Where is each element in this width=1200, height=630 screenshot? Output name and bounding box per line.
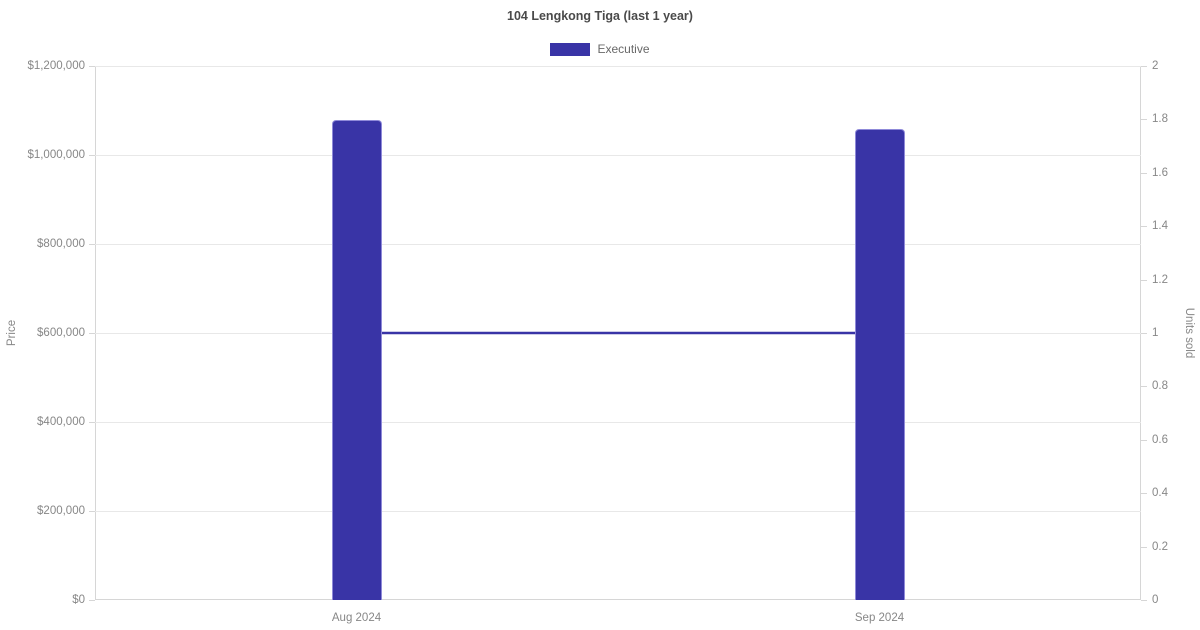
left-tick-mark bbox=[89, 244, 95, 245]
left-tick-mark bbox=[89, 422, 95, 423]
xtick-label-aug-2024: Aug 2024 bbox=[331, 612, 382, 624]
left-axis-title: Price bbox=[6, 319, 18, 347]
plot-area: $1,200,000 $1,000,000 $800,000 $600,000 $400… bbox=[27, 60, 1168, 624]
right-tick-mark bbox=[1141, 279, 1147, 281]
gridline bbox=[95, 66, 1141, 67]
right-tick-mark bbox=[1141, 172, 1147, 174]
right-ytick-label: 0.8 bbox=[1152, 380, 1168, 393]
left-ytick-label: $1,000,000 bbox=[27, 149, 85, 161]
right-ytick-label: 0.2 bbox=[1152, 540, 1168, 553]
right-ytick-label: 1.8 bbox=[1152, 113, 1168, 126]
left-ytick-label: $0 bbox=[72, 594, 85, 606]
right-ytick-label: 0 bbox=[1152, 594, 1159, 606]
xtick-label-sep-2024: Sep 2024 bbox=[854, 612, 905, 624]
left-tick-mark bbox=[89, 333, 95, 334]
bar-aug-2024[interactable] bbox=[331, 120, 382, 600]
right-tick-mark bbox=[1141, 493, 1147, 495]
right-tick-mark bbox=[1141, 333, 1147, 334]
gridline bbox=[95, 511, 1141, 512]
right-tick-mark bbox=[1141, 119, 1147, 121]
right-tick-mark bbox=[1141, 386, 1147, 388]
right-tick-mark bbox=[1141, 439, 1147, 441]
right-ytick-label: 1.2 bbox=[1152, 273, 1168, 286]
gridline bbox=[95, 155, 1141, 156]
legend-item-executive[interactable]: Executive bbox=[550, 42, 650, 56]
right-ytick-label: 0.4 bbox=[1152, 487, 1168, 500]
left-tick-mark bbox=[89, 66, 95, 67]
right-ytick-label: 2 bbox=[1152, 60, 1159, 72]
bar-sep-2024[interactable] bbox=[854, 129, 905, 600]
chart-title: 104 Lengkong Tiga (last 1 year) bbox=[507, 9, 693, 23]
left-ytick-label: $400,000 bbox=[37, 416, 85, 428]
right-ytick-label: 1.6 bbox=[1152, 166, 1168, 179]
right-ytick-label: 0.6 bbox=[1152, 433, 1168, 446]
right-tick-mark bbox=[1141, 226, 1147, 228]
legend-swatch-icon bbox=[550, 42, 591, 56]
left-ytick-label: $1,200,000 bbox=[27, 60, 85, 72]
right-ytick-label: 1.4 bbox=[1152, 220, 1168, 233]
right-tick-mark bbox=[1141, 600, 1147, 601]
bottom-axis-line bbox=[95, 599, 1141, 600]
legend-label: Executive bbox=[597, 42, 650, 56]
left-tick-mark bbox=[89, 511, 95, 512]
chart-legend: Executive bbox=[0, 42, 1200, 56]
left-ytick-label: $800,000 bbox=[37, 238, 85, 250]
right-tick-mark bbox=[1141, 546, 1147, 548]
right-tick-mark bbox=[1141, 66, 1147, 67]
gridline bbox=[95, 422, 1141, 423]
right-axis-title: Units sold bbox=[1183, 307, 1195, 359]
right-ytick-label: 1 bbox=[1152, 327, 1159, 339]
gridline bbox=[95, 244, 1141, 245]
units-sold-line-layer bbox=[356, 331, 880, 335]
left-ytick-label: $600,000 bbox=[37, 327, 85, 339]
left-ytick-label: $200,000 bbox=[37, 505, 85, 517]
left-tick-mark bbox=[89, 600, 95, 601]
left-tick-mark bbox=[89, 155, 95, 156]
